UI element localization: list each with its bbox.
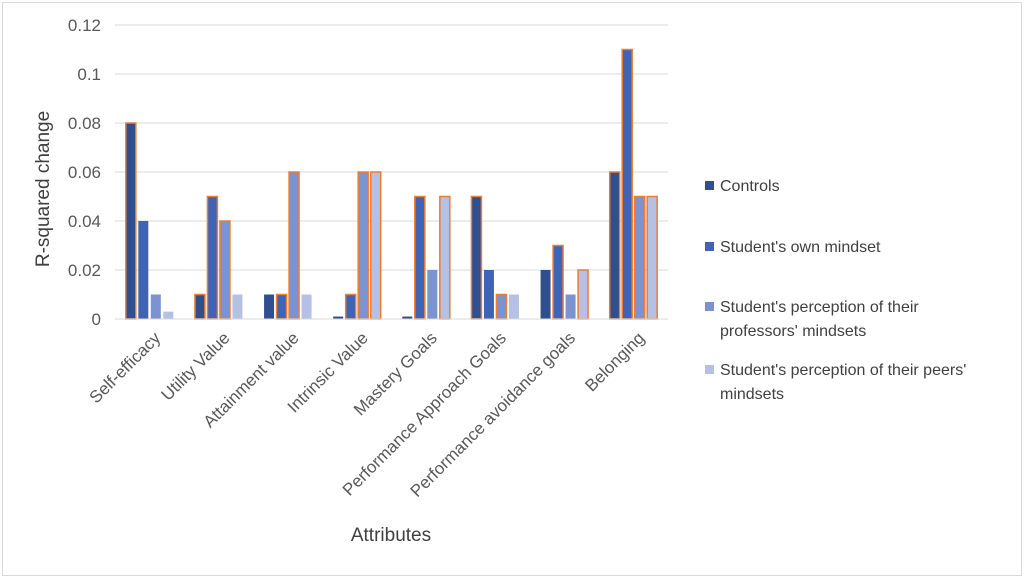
bar (150, 294, 161, 319)
bar (344, 293, 357, 320)
bar (125, 122, 137, 320)
bar (621, 48, 633, 320)
bar (264, 294, 275, 319)
y-axis-title: R-squared change (33, 111, 54, 267)
legend-swatch (705, 302, 714, 311)
gridlines (115, 24, 668, 271)
y-tick-label: 0.06 (68, 163, 101, 182)
bar (232, 294, 243, 319)
legend-label: Student's perception of their peers' (720, 362, 966, 379)
legend-swatch (705, 365, 714, 374)
bar (163, 311, 174, 319)
bar (646, 195, 658, 320)
bar (552, 244, 564, 320)
x-tick-label: Utility Value (158, 328, 234, 404)
x-tick-label: Belonging (581, 328, 648, 395)
legend-label: Student's perception of their (720, 299, 919, 316)
legend-swatch (705, 242, 714, 251)
bar (288, 171, 300, 320)
bar (138, 221, 149, 319)
bar (369, 171, 382, 320)
bar (414, 195, 426, 320)
bar (219, 220, 231, 320)
bar (633, 195, 646, 320)
legend-label: professors' mindsets (720, 323, 866, 340)
bar (565, 294, 576, 319)
legend: Controls Student's own mindset Student's p… (705, 178, 966, 403)
legend-swatch (705, 181, 714, 190)
legend-label: mindsets (720, 386, 784, 403)
bar (508, 294, 519, 319)
bar-chart: 0 0.02 0.04 0.06 0.08 0.1 0.12 Self-efficacyUti… (33, 16, 966, 546)
bar (206, 195, 219, 320)
bar (577, 269, 589, 320)
bar (357, 171, 369, 320)
bar (301, 294, 312, 319)
bar (608, 171, 621, 320)
y-tick-label: 0.12 (68, 16, 101, 35)
bar (495, 293, 508, 320)
bars (125, 48, 658, 320)
bar (275, 293, 288, 320)
y-tick-label: 0.08 (68, 114, 101, 133)
y-tick-label: 0.02 (68, 261, 101, 280)
bar (427, 270, 438, 319)
bar (439, 195, 451, 320)
bar (402, 316, 413, 319)
bar (470, 195, 483, 320)
x-tick-label: Self-efficacy (86, 328, 165, 407)
bar (540, 270, 551, 319)
bar (333, 316, 344, 319)
legend-label: Controls (720, 178, 780, 195)
x-axis-title: Attributes (351, 525, 431, 546)
y-tick-label: 0 (92, 310, 101, 329)
bar (194, 293, 206, 320)
bar (483, 270, 494, 319)
y-tick-label: 0.1 (77, 65, 101, 84)
legend-label: Student's own mindset (720, 239, 881, 256)
y-tick-label: 0.04 (68, 212, 101, 231)
